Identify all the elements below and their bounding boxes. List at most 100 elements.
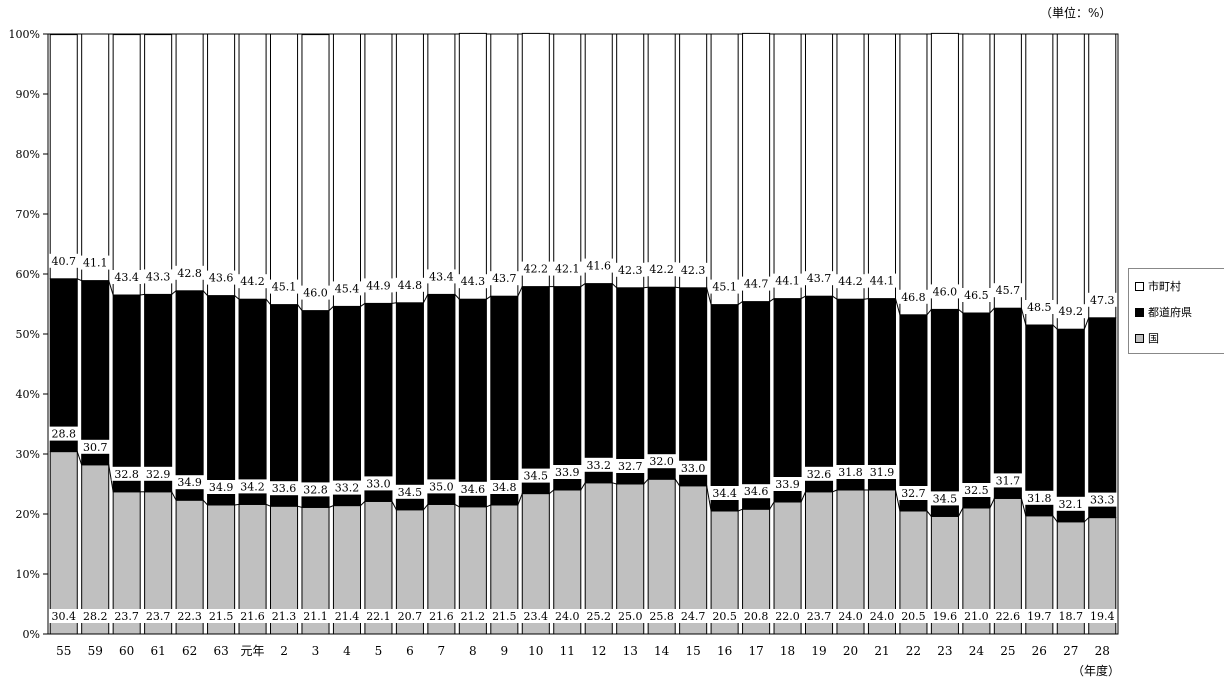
series-line-national bbox=[800, 491, 806, 503]
bar-municipal bbox=[395, 33, 424, 304]
legend-item-municipal: 市町村 bbox=[1135, 273, 1224, 299]
bar-prefecture bbox=[395, 302, 424, 511]
x-tick-label: 14 bbox=[654, 644, 670, 658]
data-label-national: 19.6 bbox=[933, 610, 958, 623]
data-label-bg bbox=[772, 273, 803, 288]
data-label-bg bbox=[1087, 292, 1118, 307]
data-label-bg bbox=[394, 484, 425, 499]
x-tick-label: 2 bbox=[280, 644, 288, 658]
data-label-bg bbox=[489, 609, 520, 623]
bar-national bbox=[49, 451, 78, 635]
data-label-national: 20.7 bbox=[398, 610, 423, 623]
bar-municipal bbox=[458, 32, 487, 300]
data-label-prefecture: 34.4 bbox=[712, 487, 737, 500]
data-label-prefecture: 33.0 bbox=[366, 477, 391, 490]
data-label-national: 24.7 bbox=[681, 610, 706, 623]
x-tick-label: 25 bbox=[1000, 644, 1015, 658]
data-label-bg bbox=[835, 274, 866, 289]
bar-prefecture bbox=[742, 301, 771, 510]
series-line-national bbox=[832, 489, 838, 493]
series-line-national bbox=[454, 503, 460, 508]
data-label-national: 21.5 bbox=[492, 610, 517, 623]
series-line-prefecture bbox=[895, 298, 901, 315]
data-labels: 30.4 28.2 23.7 23.7 22.3 21.5 21.6 21.3 21.1 21.4… bbox=[48, 253, 1118, 623]
data-label-prefecture: 32.8 bbox=[114, 468, 139, 481]
data-label-national: 25.0 bbox=[618, 610, 643, 623]
bar-municipal bbox=[867, 33, 897, 300]
data-label-bg bbox=[709, 486, 740, 500]
data-label-prefecture: 30.7 bbox=[83, 441, 108, 454]
data-label-municipal: 42.2 bbox=[524, 263, 549, 276]
data-label-bg bbox=[48, 253, 79, 268]
x-tick-label: 8 bbox=[469, 644, 477, 658]
bar-municipal bbox=[364, 33, 393, 304]
x-tick-label: 4 bbox=[343, 644, 351, 658]
bar-municipal bbox=[993, 33, 1022, 309]
series-line-prefecture bbox=[265, 298, 271, 305]
bar-prefecture bbox=[899, 314, 928, 512]
x-tick-label: 59 bbox=[88, 644, 103, 658]
y-tick-label: 100% bbox=[9, 28, 40, 41]
data-label-prefecture: 31.7 bbox=[996, 474, 1021, 487]
data-label-prefecture: 32.6 bbox=[807, 468, 832, 481]
bar-prefecture bbox=[238, 298, 267, 505]
data-label-bg bbox=[363, 278, 394, 293]
bar-municipal bbox=[269, 33, 299, 306]
series-line-prefecture bbox=[202, 290, 208, 296]
series-line-prefecture bbox=[328, 306, 334, 311]
data-label-national: 21.2 bbox=[461, 610, 486, 623]
bar-municipal bbox=[679, 33, 708, 289]
series-line-national bbox=[706, 485, 712, 512]
data-label-prefecture: 33.6 bbox=[272, 482, 297, 495]
data-label-bg bbox=[143, 269, 174, 284]
data-label-national: 22.1 bbox=[366, 610, 391, 623]
data-label-bg bbox=[898, 289, 929, 304]
data-label-bg bbox=[615, 262, 646, 277]
series-line-national bbox=[580, 482, 586, 491]
data-label-bg bbox=[898, 609, 929, 623]
series-line-national bbox=[989, 498, 995, 509]
x-axis-unit-label: （年度） bbox=[1072, 664, 1121, 678]
data-label-prefecture: 34.6 bbox=[744, 485, 769, 498]
bar-prefecture bbox=[112, 294, 141, 493]
data-label-bg bbox=[583, 457, 614, 472]
bar-municipal bbox=[49, 34, 78, 280]
bar-prefecture bbox=[773, 298, 802, 503]
bar-municipal bbox=[238, 33, 267, 300]
data-label-prefecture: 31.8 bbox=[838, 466, 863, 479]
data-label-bg bbox=[992, 609, 1023, 623]
bar-prefecture bbox=[930, 308, 959, 517]
data-label-bg bbox=[269, 609, 300, 623]
data-label-bg bbox=[678, 262, 709, 277]
bar-municipal bbox=[81, 33, 110, 282]
data-label-bg bbox=[143, 609, 174, 623]
data-label-municipal: 45.1 bbox=[272, 281, 297, 294]
data-label-prefecture: 34.5 bbox=[933, 492, 958, 505]
bar-prefecture bbox=[175, 290, 204, 501]
x-tick-label: 26 bbox=[1032, 644, 1047, 658]
bar-municipal bbox=[207, 33, 236, 297]
series-line-national bbox=[769, 501, 775, 510]
bar-prefecture bbox=[836, 298, 865, 491]
data-label-municipal: 42.3 bbox=[618, 264, 643, 277]
series-line-prefecture bbox=[1083, 317, 1090, 330]
x-tick-label: 55 bbox=[56, 644, 71, 658]
x-tick-label: 6 bbox=[406, 644, 414, 658]
data-label-bg bbox=[363, 476, 394, 491]
data-label-municipal: 42.2 bbox=[649, 263, 674, 276]
bar-prefecture bbox=[458, 298, 487, 508]
bar-prefecture bbox=[1056, 328, 1085, 523]
series-line-national bbox=[643, 478, 649, 485]
data-label-bg bbox=[269, 279, 300, 294]
bar-municipal bbox=[962, 33, 991, 314]
x-tick-label: 60 bbox=[119, 644, 134, 658]
data-label-municipal: 46.5 bbox=[964, 289, 989, 302]
bar-municipal bbox=[930, 32, 959, 310]
data-label-national: 22.6 bbox=[996, 610, 1021, 623]
data-label-national: 21.0 bbox=[964, 610, 989, 623]
data-label-bg bbox=[394, 277, 425, 292]
series-line-national bbox=[265, 503, 271, 507]
data-label-bg bbox=[489, 271, 520, 286]
data-label-prefecture: 34.9 bbox=[209, 481, 234, 494]
